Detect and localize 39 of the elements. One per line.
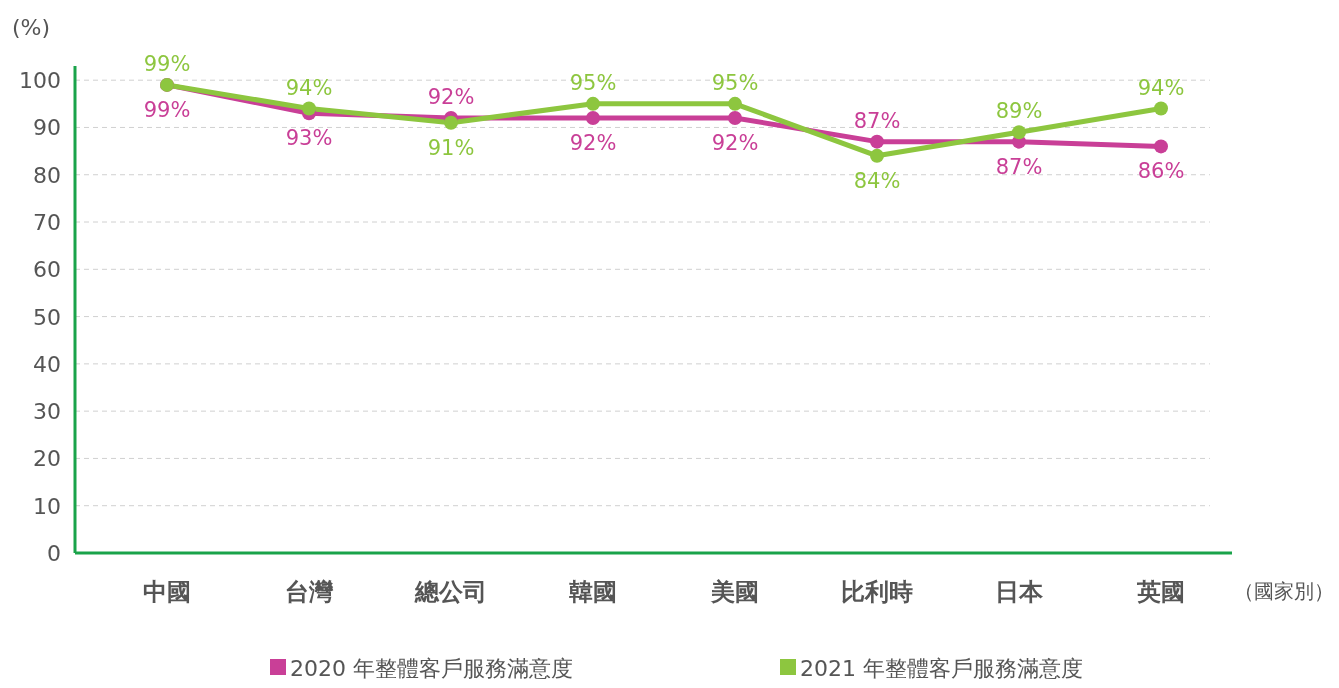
data-label: 89%: [995, 99, 1043, 124]
data-label: 91%: [427, 135, 475, 160]
data-label: 95%: [711, 70, 759, 95]
data-label: 84%: [853, 168, 901, 193]
legend-label: 2021 年整體客戶服務滿意度: [800, 656, 1083, 681]
data-label: 94%: [285, 75, 333, 100]
y-axis-title: (%): [12, 15, 51, 40]
data-label: 92%: [711, 131, 759, 156]
y-tick-label: 0: [47, 541, 61, 566]
y-tick-label: 70: [33, 210, 61, 236]
data-label: 93%: [285, 126, 333, 151]
data-label: 99%: [143, 51, 191, 76]
y-tick-label: 40: [33, 351, 61, 377]
x-tick-label: 韓國: [569, 578, 617, 606]
x-tick-label: 美國: [710, 578, 759, 606]
y-tick-label: 20: [33, 446, 61, 472]
y-tick-label: 10: [33, 493, 61, 519]
y-tick-label: 80: [33, 162, 61, 188]
data-label: 92%: [427, 85, 475, 110]
data-label: 86%: [1137, 159, 1185, 184]
x-tick-label: 台灣: [285, 578, 334, 606]
x-tick-label: 總公司: [414, 578, 487, 606]
x-tick-label: 日本: [995, 578, 1044, 606]
data-label: 94%: [1137, 75, 1185, 100]
y-tick-label: 100: [19, 68, 61, 94]
x-tick-label: 英國: [1136, 578, 1185, 606]
data-label: 87%: [995, 154, 1043, 179]
legend-label: 2020 年整體客戶服務滿意度: [290, 656, 573, 681]
y-tick-label: 30: [33, 399, 61, 425]
x-axis-title: （國家別）: [1234, 579, 1334, 603]
y-tick-label: 50: [33, 304, 61, 330]
x-tick-label: 比利時: [841, 578, 913, 606]
data-label: 92%: [569, 131, 617, 156]
data-label: 95%: [569, 70, 617, 95]
data-label: 99%: [143, 97, 191, 122]
x-tick-label: 中國: [143, 578, 191, 606]
y-tick-label: 90: [33, 115, 61, 141]
y-tick-label: 60: [33, 257, 61, 283]
data-label: 87%: [853, 108, 901, 133]
